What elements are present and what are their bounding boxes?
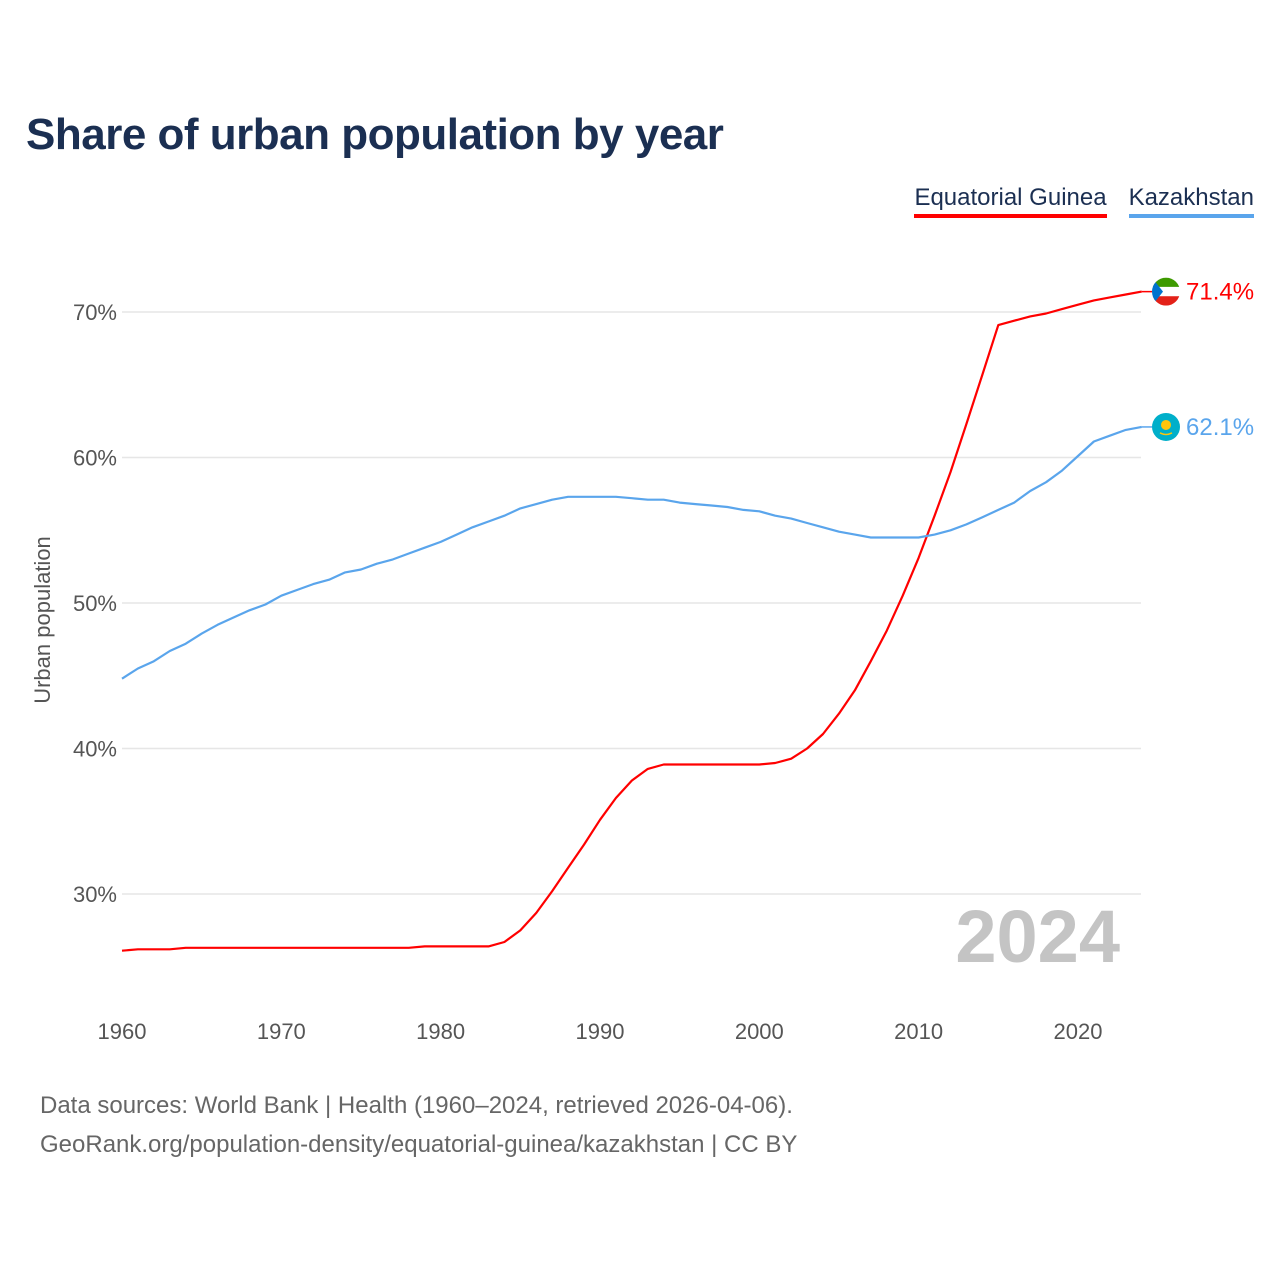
x-tick-label: 2010 bbox=[894, 1019, 943, 1044]
series-line-kazakhstan bbox=[121, 425, 1142, 680]
x-tick-label: 2020 bbox=[1053, 1019, 1102, 1044]
x-tick-label: 1960 bbox=[98, 1019, 147, 1044]
series-line-equatorial-guinea bbox=[121, 290, 1142, 952]
y-tick-label: 60% bbox=[73, 446, 117, 471]
y-tick-label: 70% bbox=[73, 300, 117, 325]
legend-item-kazakhstan[interactable]: Kazakhstan bbox=[1128, 184, 1254, 218]
x-tick-label: 1970 bbox=[257, 1019, 306, 1044]
end-value-label: 62.1% bbox=[1186, 414, 1254, 441]
x-axis: 1960 1970 1980 1990 2000 2010 2020 bbox=[98, 1019, 1103, 1044]
y-tick-label: 30% bbox=[73, 882, 117, 907]
y-tick-label: 50% bbox=[73, 591, 117, 616]
gridlines bbox=[122, 311, 1141, 895]
data-source: Data sources: World Bank | Health (1960–… bbox=[40, 1092, 793, 1119]
x-tick-label: 1980 bbox=[416, 1019, 465, 1044]
x-tick-label: 2000 bbox=[735, 1019, 784, 1044]
footer: Data sources: World Bank | Health (1960–… bbox=[40, 1086, 797, 1164]
y-axis: 30% 40% 50% 60% 70% bbox=[73, 300, 117, 907]
source-link[interactable]: GeoRank.org/population-density/equatoria… bbox=[40, 1131, 798, 1158]
x-tick-label: 1990 bbox=[576, 1019, 625, 1044]
legend-item-equatorial-guinea[interactable]: Equatorial Guinea bbox=[914, 184, 1107, 218]
year-watermark: 2024 bbox=[955, 895, 1120, 978]
equatorial-guinea-flag-icon bbox=[1152, 277, 1180, 306]
y-axis-label: Urban population bbox=[30, 536, 55, 704]
y-tick-label: 40% bbox=[73, 737, 117, 762]
kazakhstan-flag-icon bbox=[1152, 412, 1180, 441]
chart-title: Share of urban population by year bbox=[26, 110, 724, 159]
end-value-label: 71.4% bbox=[1186, 279, 1254, 306]
legend: Equatorial Guinea Kazakhstan bbox=[914, 184, 1254, 218]
